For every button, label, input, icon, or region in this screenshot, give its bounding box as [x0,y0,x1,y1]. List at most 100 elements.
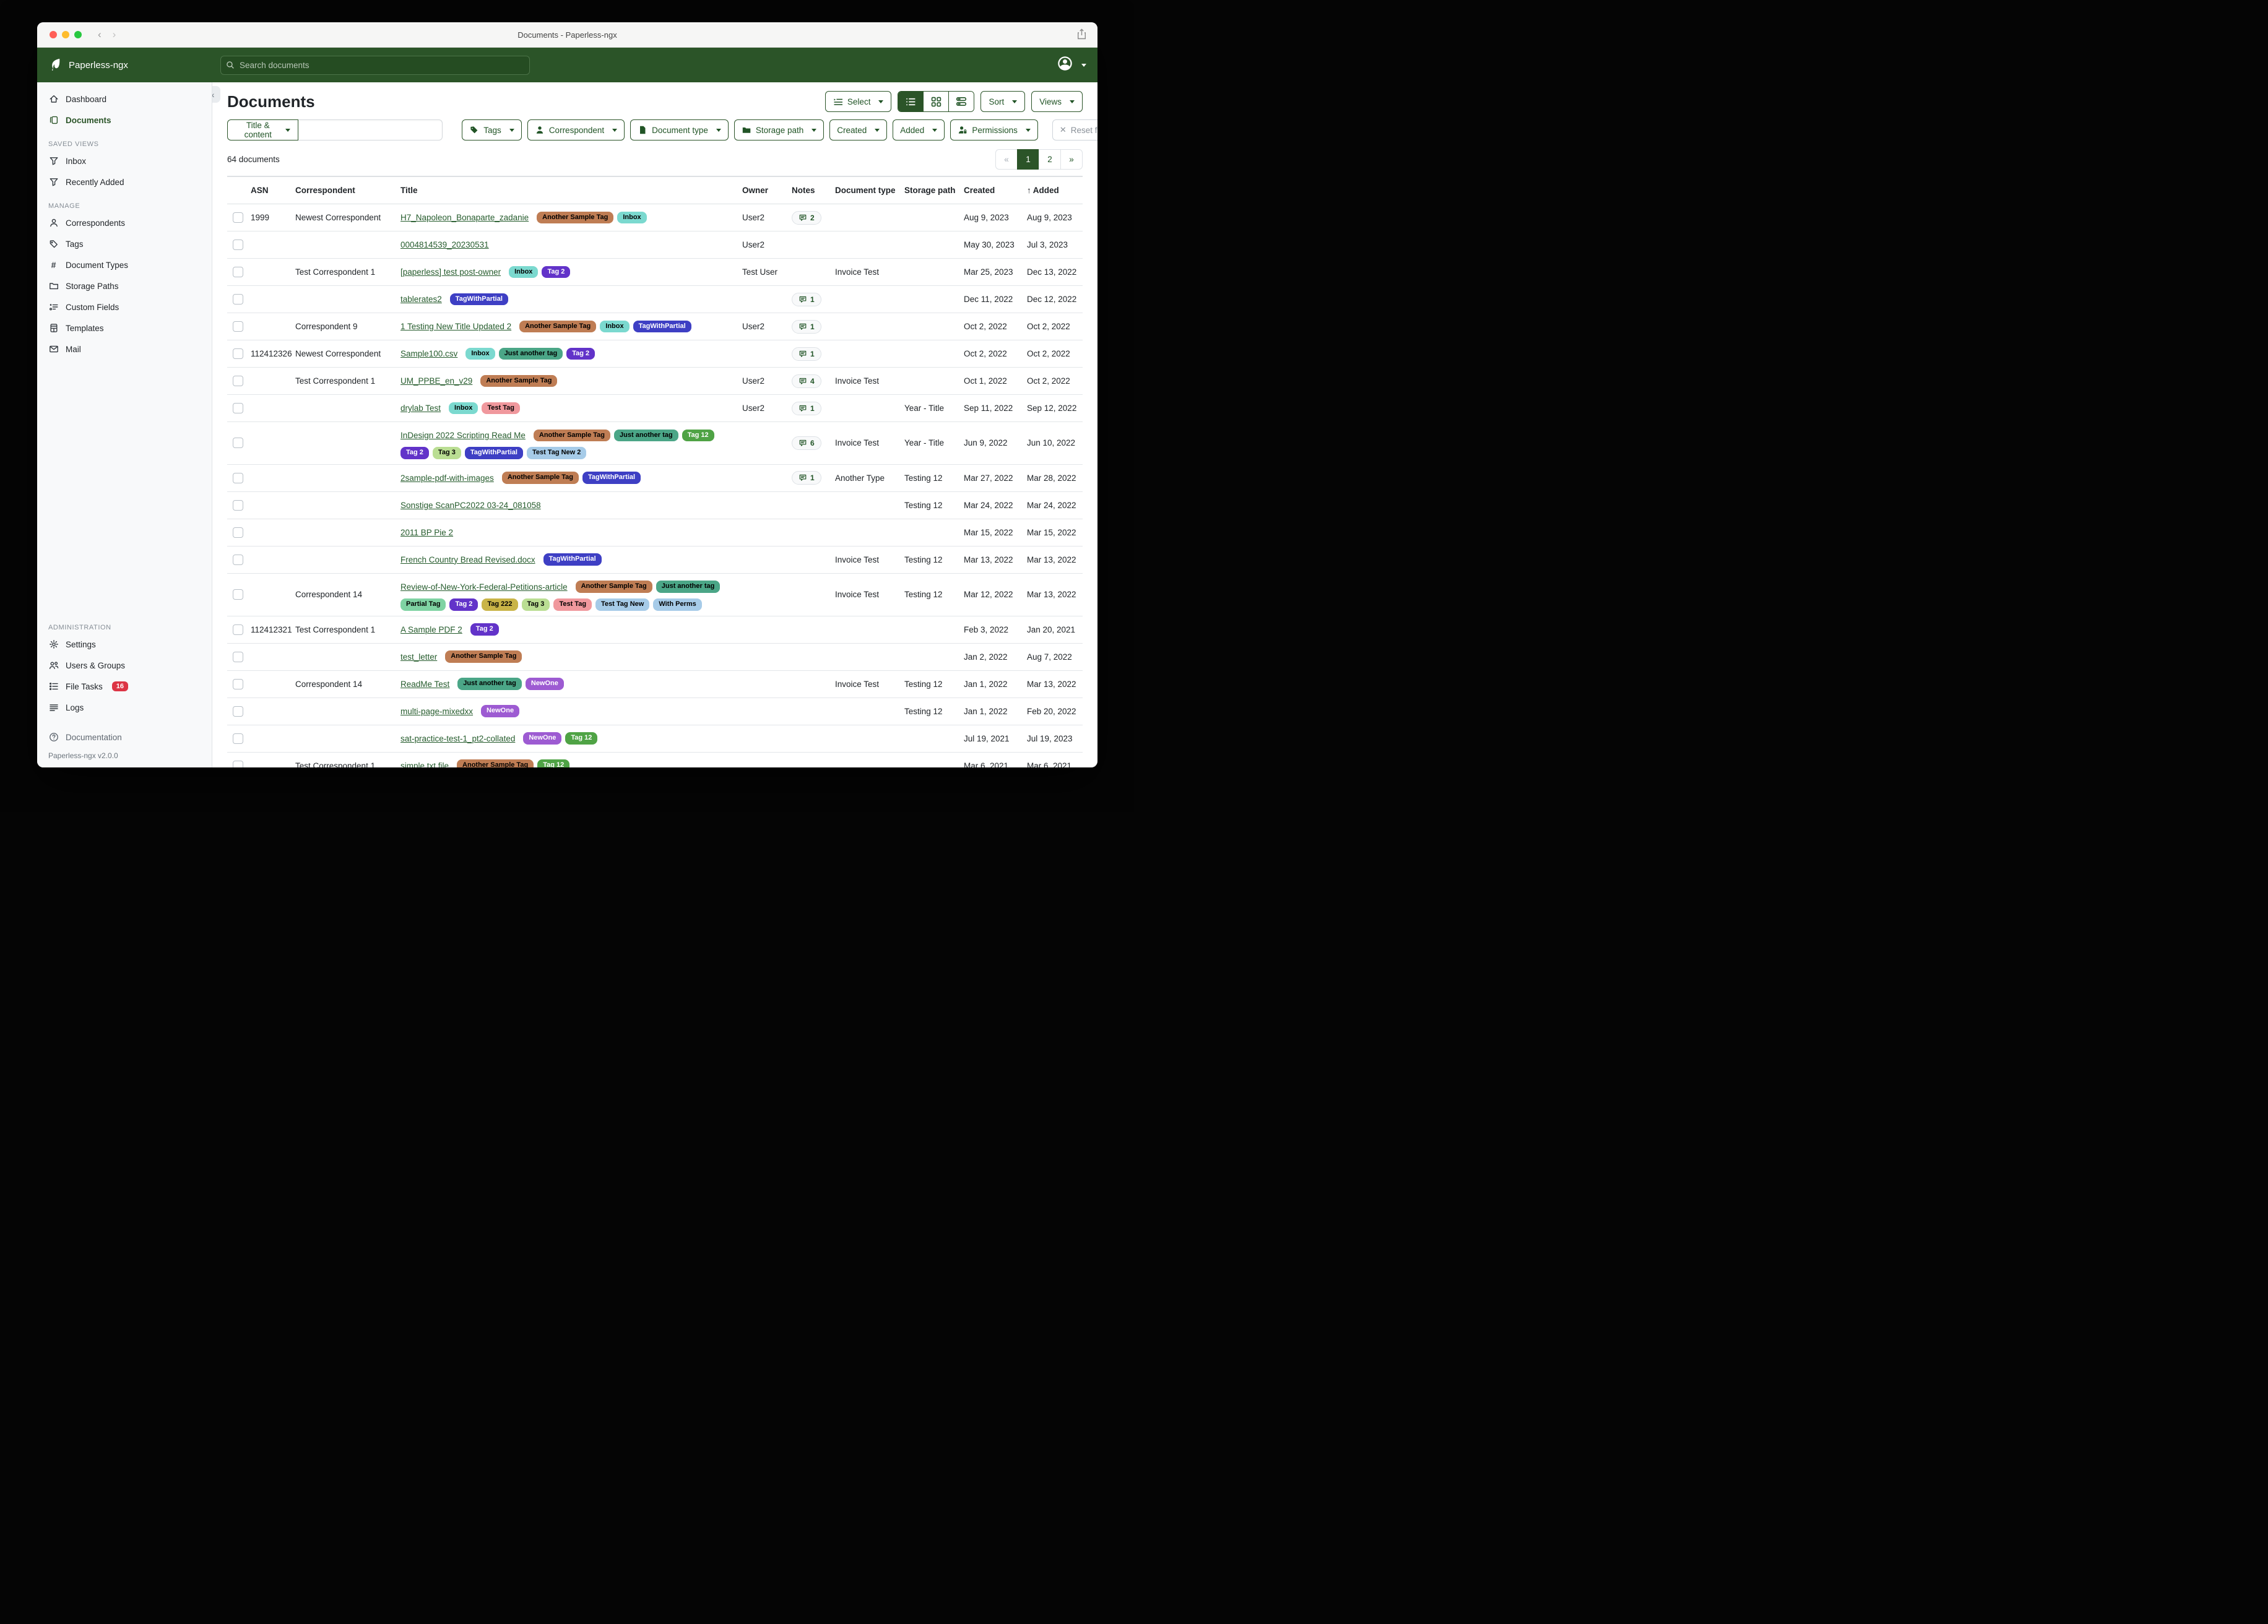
row-checkbox[interactable] [232,624,243,635]
document-link[interactable]: ReadMe Test [400,679,450,689]
column-header-created[interactable]: Created [964,186,995,195]
document-type-cell[interactable]: Another Type [835,473,885,483]
notes-badge[interactable]: 6 [792,436,821,450]
title-content-input[interactable] [298,119,443,140]
tag-badge[interactable]: With Perms [653,598,702,611]
tag-badge[interactable]: Tag 12 [537,759,570,767]
correspondent-cell[interactable] [295,397,400,420]
row-checkbox[interactable] [232,760,243,767]
storage-path-cell[interactable] [904,727,964,750]
row-checkbox[interactable] [232,240,243,250]
document-type-cell[interactable] [835,494,904,517]
document-type-cell[interactable] [835,288,904,311]
permissions-filter-button[interactable]: Permissions [950,119,1038,140]
storage-path-cell[interactable]: Testing 12 [904,590,943,600]
storage-path-cell[interactable] [904,206,964,229]
document-type-cell[interactable] [835,618,904,641]
tag-badge[interactable]: Inbox [449,402,478,415]
created-filter-button[interactable]: Created [829,119,888,140]
correspondent-cell[interactable]: Correspondent 9 [295,322,358,331]
sidebar-item-logs[interactable]: Logs [37,697,212,718]
tags-filter-button[interactable]: Tags [462,119,522,140]
column-header-storage-path[interactable]: Storage path [904,186,956,195]
row-checkbox[interactable] [232,267,243,277]
storage-path-cell[interactable] [904,315,964,338]
document-type-cell[interactable] [835,233,904,256]
page-button-»[interactable]: » [1060,149,1083,170]
correspondent-cell[interactable] [295,727,400,750]
document-link[interactable]: Review-of-New-York-Federal-Petitions-art… [400,582,568,592]
row-checkbox[interactable] [232,403,243,413]
app-brand[interactable]: Paperless-ngx [48,57,202,74]
document-type-cell[interactable]: Invoice Test [835,590,880,600]
tag-badge[interactable]: Tag 12 [565,732,598,745]
notes-badge[interactable]: 4 [792,374,821,388]
storage-path-cell[interactable] [904,521,964,544]
correspondent-cell[interactable]: Newest Correspondent [295,349,381,358]
sidebar-item-tags[interactable]: Tags [37,233,212,254]
document-type-cell[interactable] [835,397,904,420]
notes-badge[interactable]: 1 [792,319,821,334]
correspondent-cell[interactable]: Correspondent 14 [295,590,363,600]
row-checkbox[interactable] [232,212,243,223]
correspondent-cell[interactable]: Test Correspondent 1 [295,624,376,634]
storage-path-cell[interactable]: Year - Title [904,404,945,413]
page-button-«[interactable]: « [995,149,1018,170]
notes-badge[interactable]: 2 [792,210,821,225]
sidebar-item-storage-paths[interactable]: Storage Paths [37,275,212,296]
tag-badge[interactable]: Tag 2 [566,347,595,360]
tag-badge[interactable]: Tag 2 [470,623,499,636]
storage-path-cell[interactable] [904,646,964,668]
notes-badge[interactable]: 1 [792,471,821,485]
correspondent-cell[interactable] [295,494,400,517]
document-type-cell[interactable] [835,754,904,768]
row-checkbox[interactable] [232,438,243,449]
browser-back-icon[interactable]: ‹ [98,28,102,40]
sidebar-item-correspondents[interactable]: Correspondents [37,212,212,233]
tag-badge[interactable]: Inbox [465,347,495,360]
row-checkbox[interactable] [232,499,243,511]
storage-path-cell[interactable]: Testing 12 [904,555,943,564]
document-type-cell[interactable] [835,206,904,229]
row-checkbox[interactable] [232,294,243,304]
tag-badge[interactable]: Inbox [617,211,647,224]
tag-badge[interactable]: Tag 3 [432,447,461,459]
tag-badge[interactable]: Tag 2 [449,598,478,611]
views-button[interactable]: Views [1031,91,1083,112]
tag-badge[interactable]: TagWithPartial [543,553,602,566]
column-header-correspondent[interactable]: Correspondent [295,186,355,195]
tag-badge[interactable]: Another Sample Tag [537,211,614,224]
storage-path-cell[interactable] [904,288,964,311]
tag-badge[interactable]: NewOne [481,705,520,717]
tag-badge[interactable]: Tag 2 [400,447,429,459]
row-checkbox[interactable] [232,651,243,662]
sidebar-item-document-types[interactable]: # Document Types [37,254,212,275]
storage-path-filter-button[interactable]: Storage path [734,119,825,140]
detail-view-button[interactable] [949,92,974,111]
document-type-cell[interactable]: Invoice Test [835,555,880,564]
tag-badge[interactable]: Just another tag [656,581,721,594]
storage-path-cell[interactable] [904,754,964,768]
close-window-button[interactable] [50,31,57,38]
storage-path-cell[interactable] [904,369,964,392]
tag-badge[interactable]: Test Tag New 2 [526,447,587,459]
correspondent-cell[interactable] [295,233,400,256]
page-button-2[interactable]: 2 [1039,149,1061,170]
document-link[interactable]: simple txt file [400,761,449,768]
select-button[interactable]: Select [825,91,892,112]
row-checkbox[interactable] [232,348,243,359]
tag-badge[interactable]: Just another tag [614,429,678,442]
tag-badge[interactable]: Another Sample Tag [445,650,522,663]
sidebar-item-file-tasks[interactable]: File Tasks 16 [37,676,212,697]
tag-badge[interactable]: Inbox [509,266,539,279]
storage-path-cell[interactable]: Testing 12 [904,679,943,689]
document-type-filter-button[interactable]: Document type [630,119,729,140]
tag-badge[interactable]: Tag 3 [521,598,550,611]
tag-badge[interactable]: TagWithPartial [464,447,523,459]
correspondent-cell[interactable] [295,431,400,454]
correspondent-cell[interactable] [295,646,400,668]
document-link[interactable]: [paperless] test post-owner [400,267,501,277]
tag-badge[interactable]: Another Sample Tag [533,429,611,442]
document-type-cell[interactable] [835,315,904,338]
document-link[interactable]: French Country Bread Revised.docx [400,555,535,564]
